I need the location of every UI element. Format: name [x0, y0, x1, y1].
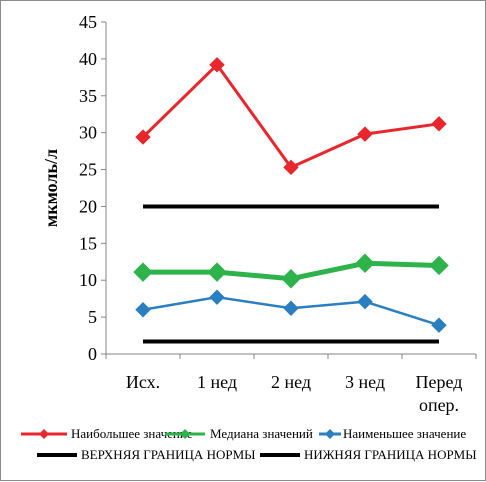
- y-tick-label: 0: [88, 344, 97, 364]
- legend-label: Наибольшее значение: [71, 426, 193, 441]
- x-tick-label: 1 нед: [197, 372, 237, 392]
- legend-swatch: [260, 453, 300, 457]
- y-tick-label: 10: [79, 270, 97, 290]
- x-tick-label: Исх.: [126, 372, 160, 392]
- y-tick-label: 30: [79, 123, 97, 143]
- x-tick-label: 2 нед: [271, 372, 311, 392]
- y-tick-label: 20: [79, 196, 97, 216]
- y-tick-label: 40: [79, 49, 97, 69]
- min-point: [357, 293, 373, 310]
- y-tick-label: 45: [79, 12, 97, 32]
- x-tick-label: Перед: [416, 372, 463, 392]
- legend-swatch: [319, 429, 341, 439]
- legend-label: НИЖНЯЯ ГРАНИЦА НОРМЫ: [304, 447, 477, 462]
- min-point: [431, 317, 447, 333]
- median-point: [207, 262, 227, 282]
- x-tick-label: опер.: [419, 395, 459, 415]
- median-point: [429, 255, 449, 276]
- max-point: [431, 116, 447, 132]
- min-point: [209, 289, 225, 305]
- median-point: [281, 269, 301, 289]
- y-tick-label: 5: [88, 307, 97, 327]
- max-point: [209, 57, 225, 73]
- y-tick-label: 35: [79, 86, 97, 106]
- max-point: [135, 129, 151, 145]
- y-tick-label: 15: [79, 233, 97, 253]
- legend-swatch: [165, 429, 205, 439]
- median-point: [133, 262, 153, 282]
- min-point: [283, 300, 299, 316]
- legend-label: ВЕРХНЯЯ ГРАНИЦА НОРМЫ: [81, 447, 256, 462]
- max-point: [357, 126, 373, 142]
- min-point: [135, 302, 151, 318]
- y-axis-label: мкмоль/л: [41, 149, 61, 227]
- y-tick-label: 25: [79, 160, 97, 180]
- legend-swatch: [21, 429, 67, 439]
- max-line: [141, 62, 440, 170]
- max-point: [283, 159, 299, 176]
- legend-swatch: [37, 453, 77, 457]
- median-point: [355, 253, 375, 273]
- legend-label: Наименьшее значение: [343, 426, 467, 441]
- x-tick-label: 3 нед: [345, 372, 385, 392]
- legend-label: Медиана значений: [210, 426, 313, 441]
